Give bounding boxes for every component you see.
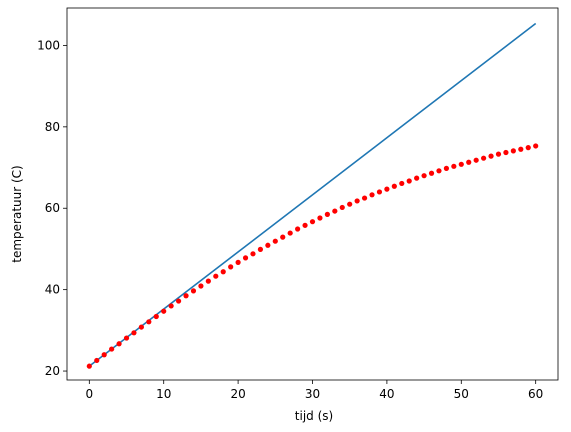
data-point	[280, 234, 286, 240]
y-tick-label: 40	[45, 283, 60, 297]
x-tick-label: 60	[528, 387, 543, 401]
data-point	[376, 189, 383, 195]
data-point	[265, 242, 271, 248]
data-point	[213, 273, 219, 279]
data-point	[183, 293, 189, 299]
data-point	[123, 335, 130, 341]
data-point	[361, 195, 368, 201]
data-point	[406, 178, 412, 184]
data-point	[317, 215, 323, 221]
data-point	[198, 283, 204, 289]
data-point	[339, 204, 345, 211]
data-point	[302, 222, 308, 228]
data-point	[116, 341, 122, 347]
data-point	[443, 165, 450, 171]
data-point	[205, 278, 211, 284]
y-tick-label: 60	[45, 201, 60, 215]
data-point	[354, 198, 360, 204]
data-point	[86, 363, 92, 369]
axes-frame	[66, 7, 559, 381]
data-point	[309, 219, 316, 225]
data-point	[466, 159, 472, 165]
y-axis-label: temperatuur (C)	[10, 165, 24, 262]
data-point	[257, 246, 264, 252]
data-point	[287, 230, 293, 236]
data-point	[421, 173, 427, 179]
data-point	[131, 330, 137, 336]
x-tick-label: 10	[156, 387, 171, 401]
data-point	[161, 308, 167, 314]
data-point	[518, 146, 524, 152]
plot-area: 0 10 20 30 40 50 60 20 40 60 80 100	[37, 7, 559, 401]
data-point	[488, 153, 494, 159]
y-tick-label: 20	[45, 364, 60, 378]
data-point	[220, 269, 226, 275]
data-point	[399, 180, 405, 187]
data-point	[414, 175, 420, 181]
data-point	[168, 303, 174, 309]
data-point	[295, 226, 301, 232]
data-point	[146, 319, 152, 325]
data-point	[190, 288, 197, 294]
data-point	[347, 201, 353, 207]
x-tick-label: 0	[85, 387, 93, 401]
data-point	[272, 238, 278, 244]
data-point	[242, 255, 249, 261]
x-tick-label: 20	[230, 387, 245, 401]
data-point	[503, 149, 509, 156]
data-point	[525, 145, 531, 151]
data-point	[458, 161, 464, 167]
data-point	[250, 251, 256, 257]
x-tick-label: 40	[379, 387, 394, 401]
data-point	[175, 298, 182, 304]
data-point	[369, 192, 375, 198]
data-point	[510, 148, 516, 154]
y-tick-label: 80	[45, 120, 60, 134]
data-point	[451, 163, 457, 169]
data-point	[436, 168, 442, 174]
data-point	[391, 183, 397, 189]
data-point	[101, 352, 107, 358]
data-point	[384, 186, 390, 192]
data-point	[495, 151, 502, 157]
x-axis-label: tijd (s)	[295, 409, 333, 423]
data-point	[332, 208, 338, 214]
data-point	[228, 264, 234, 270]
x-tick-label: 30	[305, 387, 320, 401]
data-point	[473, 157, 479, 163]
data-point	[481, 155, 487, 161]
data-point	[428, 170, 435, 176]
data-point	[153, 313, 159, 320]
data-point	[109, 346, 115, 352]
data-point	[94, 357, 100, 364]
y-tick-label: 100	[37, 38, 60, 52]
data-point	[138, 324, 144, 330]
x-tick-label: 50	[454, 387, 469, 401]
data-point	[235, 259, 241, 265]
data-point	[533, 143, 539, 149]
data-point	[324, 211, 330, 217]
